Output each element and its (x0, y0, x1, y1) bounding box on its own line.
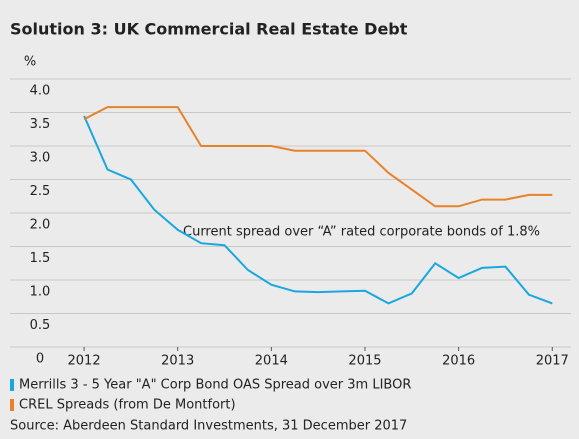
y-tick-label: 3.5 (30, 117, 51, 132)
line-series (83, 115, 553, 305)
legend-label: Merrills 3 - 5 Year "A" Corp Bond OAS Sp… (19, 378, 411, 393)
annotation: Current spread over “A” rated corporate … (183, 225, 540, 240)
x-tick-label: 2014 (255, 354, 288, 369)
legend-swatch (10, 399, 14, 411)
legend-swatch (10, 379, 14, 391)
y-tick-label: 1.5 (30, 251, 51, 266)
x-tick-label: 2016 (442, 354, 475, 369)
y-tick-label: 4.0 (30, 84, 51, 99)
y-tick-label: 1.0 (30, 285, 51, 300)
line-series (83, 106, 553, 208)
legend-label: CREL Spreads (from De Montfort) (19, 398, 236, 413)
x-tick-label: 2012 (68, 354, 101, 369)
x-tick-label: 2013 (161, 354, 194, 369)
y-tick-label: 0 (36, 352, 44, 367)
source: Source: Aberdeen Standard Investments, 3… (10, 419, 407, 434)
y-tick-label: 2.0 (30, 218, 51, 233)
x-tick-label: 2015 (348, 354, 381, 369)
y-tick-label: 0.5 (30, 318, 51, 333)
y-axis-label: % (24, 55, 36, 70)
x-tick-label: 2017 (536, 354, 569, 369)
y-tick-label: 2.5 (30, 184, 51, 199)
chart-title: Solution 3: UK Commercial Real Estate De… (10, 20, 408, 39)
y-tick-label: 3.0 (30, 151, 51, 166)
